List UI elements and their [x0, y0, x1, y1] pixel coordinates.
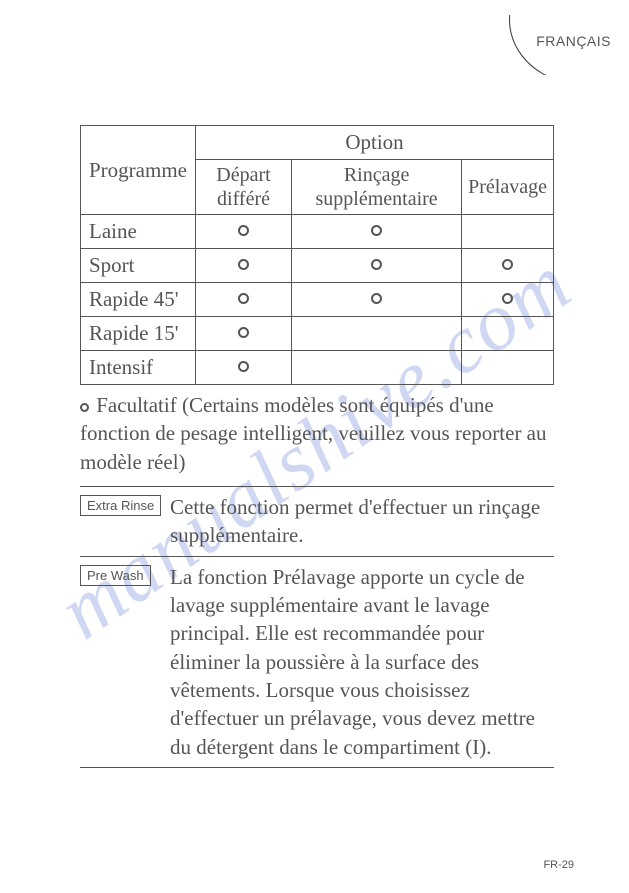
table-row: Sport	[81, 249, 554, 283]
options-table: Programme Option Départ différé Rinçage …	[80, 125, 554, 385]
circle-icon	[238, 327, 249, 338]
circle-icon	[371, 293, 382, 304]
extra-rinse-button: Extra Rinse	[80, 495, 161, 516]
row-label-intensif: Intensif	[81, 351, 196, 385]
circle-icon	[238, 225, 249, 236]
circle-icon	[80, 403, 89, 412]
extra-rinse-desc: Cette fonction permet d'effectuer un rin…	[170, 487, 554, 557]
mark-cell	[195, 215, 291, 249]
circle-icon	[371, 259, 382, 270]
table-row: Laine	[81, 215, 554, 249]
mark-cell	[292, 215, 462, 249]
row-label-laine: Laine	[81, 215, 196, 249]
circle-icon	[238, 361, 249, 372]
mark-cell	[292, 249, 462, 283]
circle-icon	[371, 225, 382, 236]
circle-icon	[238, 259, 249, 270]
function-row: Pre Wash La fonction Prélavage apporte u…	[80, 556, 554, 767]
table-row: Rapide 15'	[81, 317, 554, 351]
sub-depart: Départ différé	[195, 160, 291, 215]
header-option: Option	[195, 126, 553, 160]
circle-icon	[502, 259, 513, 270]
mark-cell	[195, 249, 291, 283]
header-programme: Programme	[81, 126, 196, 215]
mark-cell	[462, 317, 554, 351]
table-row: Intensif	[81, 351, 554, 385]
circle-icon	[238, 293, 249, 304]
language-tab-text: FRANÇAIS	[536, 33, 611, 49]
mark-cell	[462, 215, 554, 249]
circle-icon	[502, 293, 513, 304]
mark-cell	[292, 283, 462, 317]
page-number: FR-29	[543, 859, 574, 871]
note-text: Facultatif (Certains modèles sont équipé…	[80, 393, 547, 474]
mark-cell	[195, 317, 291, 351]
sub-rincage: Rinçage supplémentaire	[292, 160, 462, 215]
pre-wash-button: Pre Wash	[80, 565, 151, 586]
mark-cell	[292, 317, 462, 351]
mark-cell	[195, 351, 291, 385]
mark-cell	[195, 283, 291, 317]
language-tab: FRANÇAIS	[499, 15, 629, 75]
function-row: Extra Rinse Cette fonction permet d'effe…	[80, 487, 554, 557]
mark-cell	[462, 351, 554, 385]
mark-cell	[462, 249, 554, 283]
sub-prelavage: Prélavage	[462, 160, 554, 215]
mark-cell	[292, 351, 462, 385]
note: Facultatif (Certains modèles sont équipé…	[80, 391, 554, 476]
mark-cell	[462, 283, 554, 317]
row-label-rapide45: Rapide 45'	[81, 283, 196, 317]
row-label-sport: Sport	[81, 249, 196, 283]
row-label-rapide15: Rapide 15'	[81, 317, 196, 351]
pre-wash-desc: La fonction Prélavage apporte un cycle d…	[170, 556, 554, 767]
functions-table: Extra Rinse Cette fonction permet d'effe…	[80, 486, 554, 768]
table-row: Rapide 45'	[81, 283, 554, 317]
